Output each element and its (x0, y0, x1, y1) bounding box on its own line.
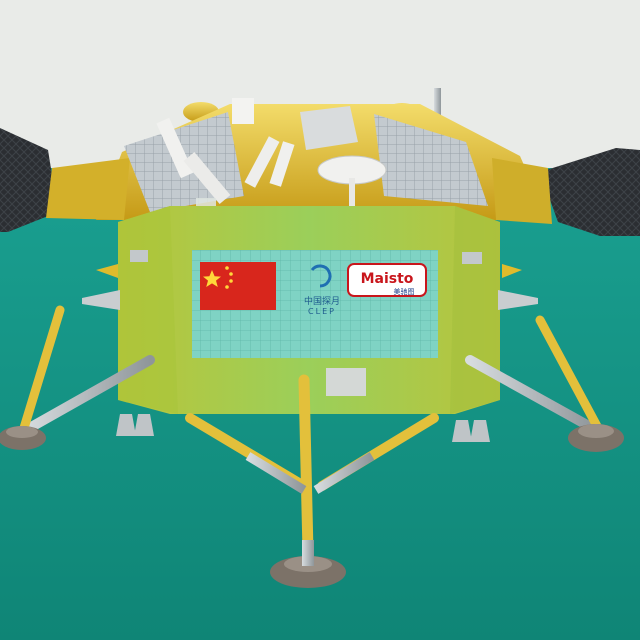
center-instrument-box (300, 106, 358, 150)
thrusters (82, 250, 538, 310)
bottom-nozzles (116, 414, 490, 442)
front-instrument (326, 368, 366, 396)
footpad-right-top (578, 424, 614, 438)
clep-english-label: CLEP (308, 307, 336, 316)
body-left-facet (118, 206, 178, 414)
left-solar-wing (0, 128, 58, 232)
right-solar-wing (540, 148, 640, 236)
leg-left-main (19, 305, 65, 433)
antenna-mast (434, 88, 441, 124)
leg-left-strut (21, 355, 155, 435)
leg-right-strut (465, 355, 601, 435)
landing-legs (19, 305, 603, 558)
brand-label: Maisto (361, 271, 414, 287)
dish-mast (349, 178, 355, 212)
right-side-box (492, 158, 552, 224)
clep-logo: 中国探月 CLEP (304, 264, 340, 316)
left-side-box (46, 158, 130, 220)
footpad-left-top (6, 426, 38, 438)
brand-chinese-label: 美驰图 (394, 287, 415, 296)
footpad-front-stem (302, 540, 314, 566)
body-right-facet (450, 206, 500, 414)
leg-front-brace-left (245, 452, 307, 494)
leg-right-main (535, 315, 603, 433)
top-solar-panel-right (374, 114, 488, 206)
china-flag (200, 262, 276, 310)
leg-front-main (298, 374, 314, 558)
leg-front-brace-right (313, 452, 375, 494)
maisto-logo: Maisto 美驰图 (347, 263, 427, 297)
robotic-arm (156, 98, 295, 204)
clep-emblem-icon (310, 264, 332, 288)
clep-chinese-label: 中国探月 (304, 295, 340, 307)
